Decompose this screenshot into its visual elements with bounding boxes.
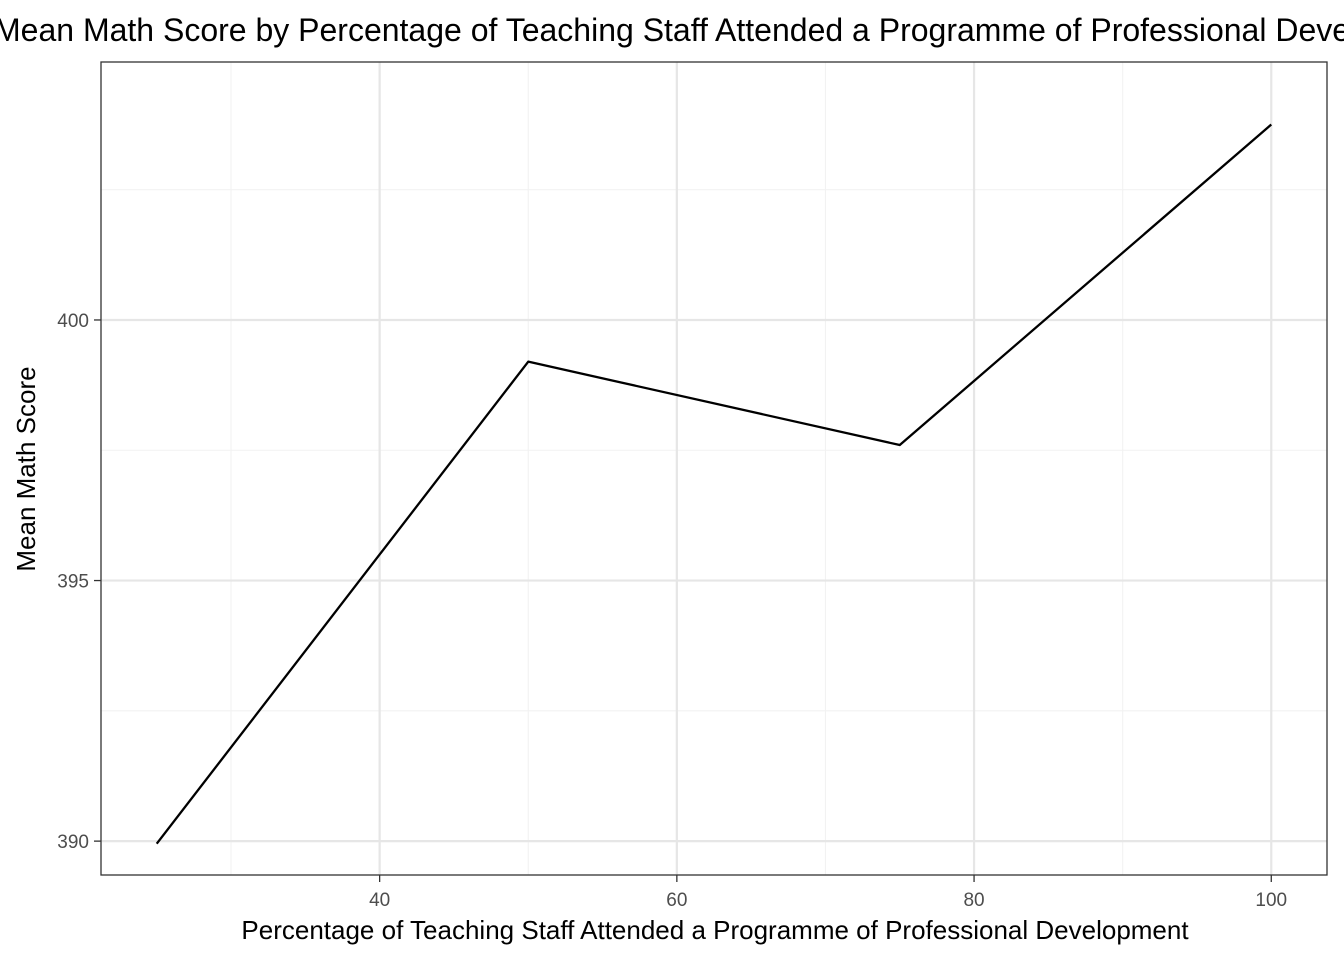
x-axis-title: Percentage of Teaching Staff Attended a … — [241, 915, 1189, 945]
chart-title: Mean Math Score by Percentage of Teachin… — [0, 12, 1344, 48]
series-line-1 — [155, 123, 1273, 845]
y-tick-label: 390 — [57, 832, 89, 853]
x-tick-label: 60 — [666, 890, 687, 911]
y-axis-title: Mean Math Score — [11, 366, 41, 571]
x-tick-label: 80 — [963, 890, 984, 911]
series-layer — [155, 123, 1273, 845]
x-tick-label: 40 — [369, 890, 390, 911]
y-axis: 390 395 400 — [57, 311, 101, 853]
x-axis: 40 60 80 100 — [369, 875, 1287, 911]
major-gridlines — [101, 62, 1327, 875]
y-tick-label: 400 — [57, 311, 89, 332]
panel-border — [100, 61, 1328, 876]
x-tick-label: 100 — [1255, 890, 1287, 911]
y-tick-label: 395 — [57, 572, 89, 593]
minor-gridlines — [101, 62, 1327, 875]
